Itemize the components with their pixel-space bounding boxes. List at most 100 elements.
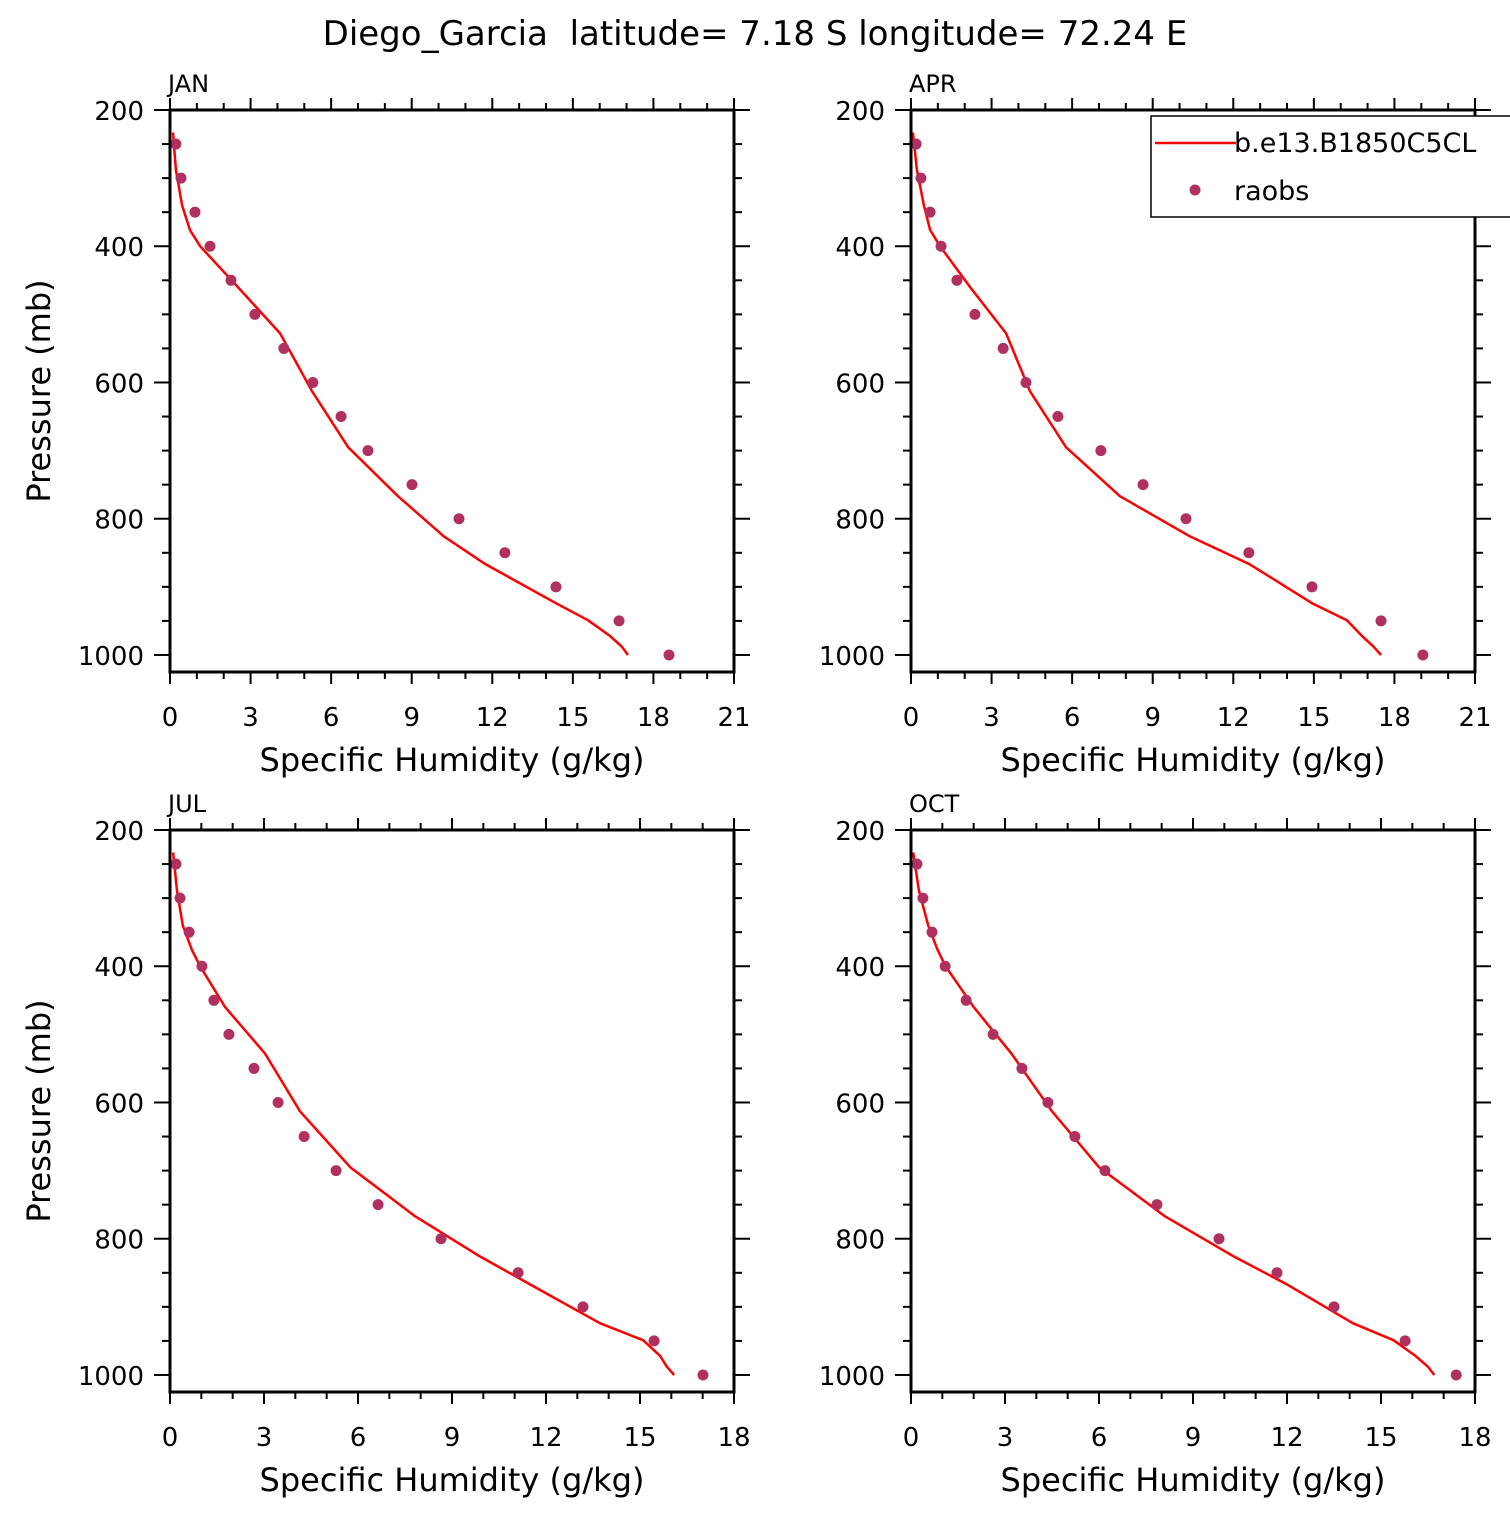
x-tick-label: 18: [1458, 1423, 1491, 1453]
raobs-point: [335, 411, 347, 423]
y-tick-label: 400: [835, 953, 885, 983]
raobs-point: [499, 547, 511, 559]
x-tick-label: 9: [1185, 1423, 1202, 1453]
x-tick-label: 6: [1064, 703, 1081, 733]
panel-label: JUL: [166, 790, 207, 818]
raobs-point: [613, 615, 625, 627]
raobs-point: [1042, 1096, 1054, 1108]
model-line: [171, 852, 676, 1376]
raobs-point: [249, 308, 261, 320]
panel-jul: JUL 0 3 6 9 12 15 18 200 400 600 800 1000 Specific Hu…: [20, 790, 751, 1499]
y-tick-label: 1000: [78, 642, 144, 672]
raobs-point: [225, 274, 237, 286]
raobs-point: [1450, 1369, 1462, 1381]
x-tick-label: 0: [162, 703, 179, 733]
x-tick-label: 0: [162, 1423, 179, 1453]
x-tick-label: 18: [637, 703, 670, 733]
raobs-point: [960, 994, 972, 1006]
raobs-point: [1099, 1165, 1111, 1177]
x-tick-label: 15: [556, 703, 589, 733]
chart-title: Diego_Garcia latitude= 7.18 S longitude=…: [323, 14, 1188, 54]
x-tick-label: 3: [256, 1423, 273, 1453]
raobs-point: [406, 479, 418, 491]
raobs-point: [1328, 1301, 1340, 1313]
model-line: [911, 852, 1436, 1376]
x-axis-title: Specific Humidity (g/kg): [1001, 741, 1386, 779]
y-tick-label: 800: [835, 1226, 885, 1256]
raobs-point: [926, 926, 938, 938]
raobs-point: [453, 513, 465, 525]
raobs-point: [1243, 547, 1255, 559]
y-tick-label: 200: [835, 97, 885, 127]
raobs-point: [1375, 615, 1387, 627]
y-tick-label: 600: [835, 369, 885, 399]
y-tick-label: 400: [94, 233, 144, 263]
y-axis-title: Pressure (mb): [20, 999, 58, 1222]
y-tick-label: 600: [94, 369, 144, 399]
raobs-point: [997, 342, 1009, 354]
model-line: [911, 132, 1382, 656]
raobs-point: [1399, 1335, 1411, 1347]
raobs-point: [917, 892, 929, 904]
raobs-point: [939, 960, 951, 972]
y-tick-label: 800: [835, 506, 885, 536]
x-axis-title: Specific Humidity (g/kg): [260, 741, 645, 779]
raobs-point: [183, 926, 195, 938]
x-tick-label: 3: [983, 703, 1000, 733]
x-tick-label: 0: [903, 703, 920, 733]
y-tick-label: 600: [94, 1089, 144, 1119]
x-tick-label: 6: [350, 1423, 367, 1453]
raobs-point: [278, 342, 290, 354]
raobs-point: [512, 1267, 524, 1279]
raobs-point: [372, 1199, 384, 1211]
raobs-point: [298, 1131, 310, 1143]
raobs-point: [1151, 1199, 1163, 1211]
x-tick-label: 3: [997, 1423, 1014, 1453]
raobs-point: [1016, 1062, 1028, 1074]
legend-box: [1150, 115, 1510, 218]
raobs-point: [175, 172, 187, 184]
y-tick-label: 400: [94, 953, 144, 983]
raobs-point: [1069, 1131, 1081, 1143]
raobs-point: [550, 581, 562, 593]
y-tick-label: 1000: [78, 1362, 144, 1392]
y-tick-label: 200: [94, 97, 144, 127]
y-tick-label: 200: [835, 817, 885, 847]
panel-label: APR: [909, 70, 957, 98]
plot-frame: [909, 108, 1477, 674]
y-tick-label: 600: [835, 1089, 885, 1119]
x-tick-label: 15: [1297, 703, 1330, 733]
raobs-point: [272, 1096, 284, 1108]
x-axis-title: Specific Humidity (g/kg): [260, 1461, 645, 1499]
legend: b.e13.B1850C5CL raobs: [1150, 115, 1510, 218]
raobs-point: [951, 274, 963, 286]
raobs-point: [1306, 581, 1318, 593]
raobs-point: [1417, 649, 1429, 661]
raobs-point: [648, 1335, 660, 1347]
legend-raobs-label: raobs: [1234, 176, 1309, 207]
raobs-point: [1052, 411, 1064, 423]
raobs-point: [697, 1369, 709, 1381]
x-axis-title: Specific Humidity (g/kg): [1001, 1461, 1386, 1499]
x-tick-label: 15: [1364, 1423, 1397, 1453]
y-tick-label: 800: [94, 1226, 144, 1256]
legend-model-label: b.e13.B1850C5CL: [1234, 128, 1476, 159]
y-tick-label: 1000: [819, 1362, 885, 1392]
x-tick-label: 18: [717, 1423, 750, 1453]
x-tick-label: 3: [242, 703, 259, 733]
raobs-point: [663, 649, 675, 661]
y-axis-title: Pressure (mb): [20, 279, 58, 502]
raobs-point: [189, 206, 201, 218]
raobs-point: [174, 892, 186, 904]
raobs-point: [435, 1233, 447, 1245]
raobs-point: [924, 206, 936, 218]
raobs-point: [1271, 1267, 1283, 1279]
x-tick-label: 9: [403, 703, 420, 733]
x-tick-label: 18: [1378, 703, 1411, 733]
y-tick-label: 200: [94, 817, 144, 847]
raobs-point: [910, 138, 922, 150]
raobs-point: [208, 994, 220, 1006]
raobs-point: [1213, 1233, 1225, 1245]
x-tick-label: 21: [1458, 703, 1491, 733]
